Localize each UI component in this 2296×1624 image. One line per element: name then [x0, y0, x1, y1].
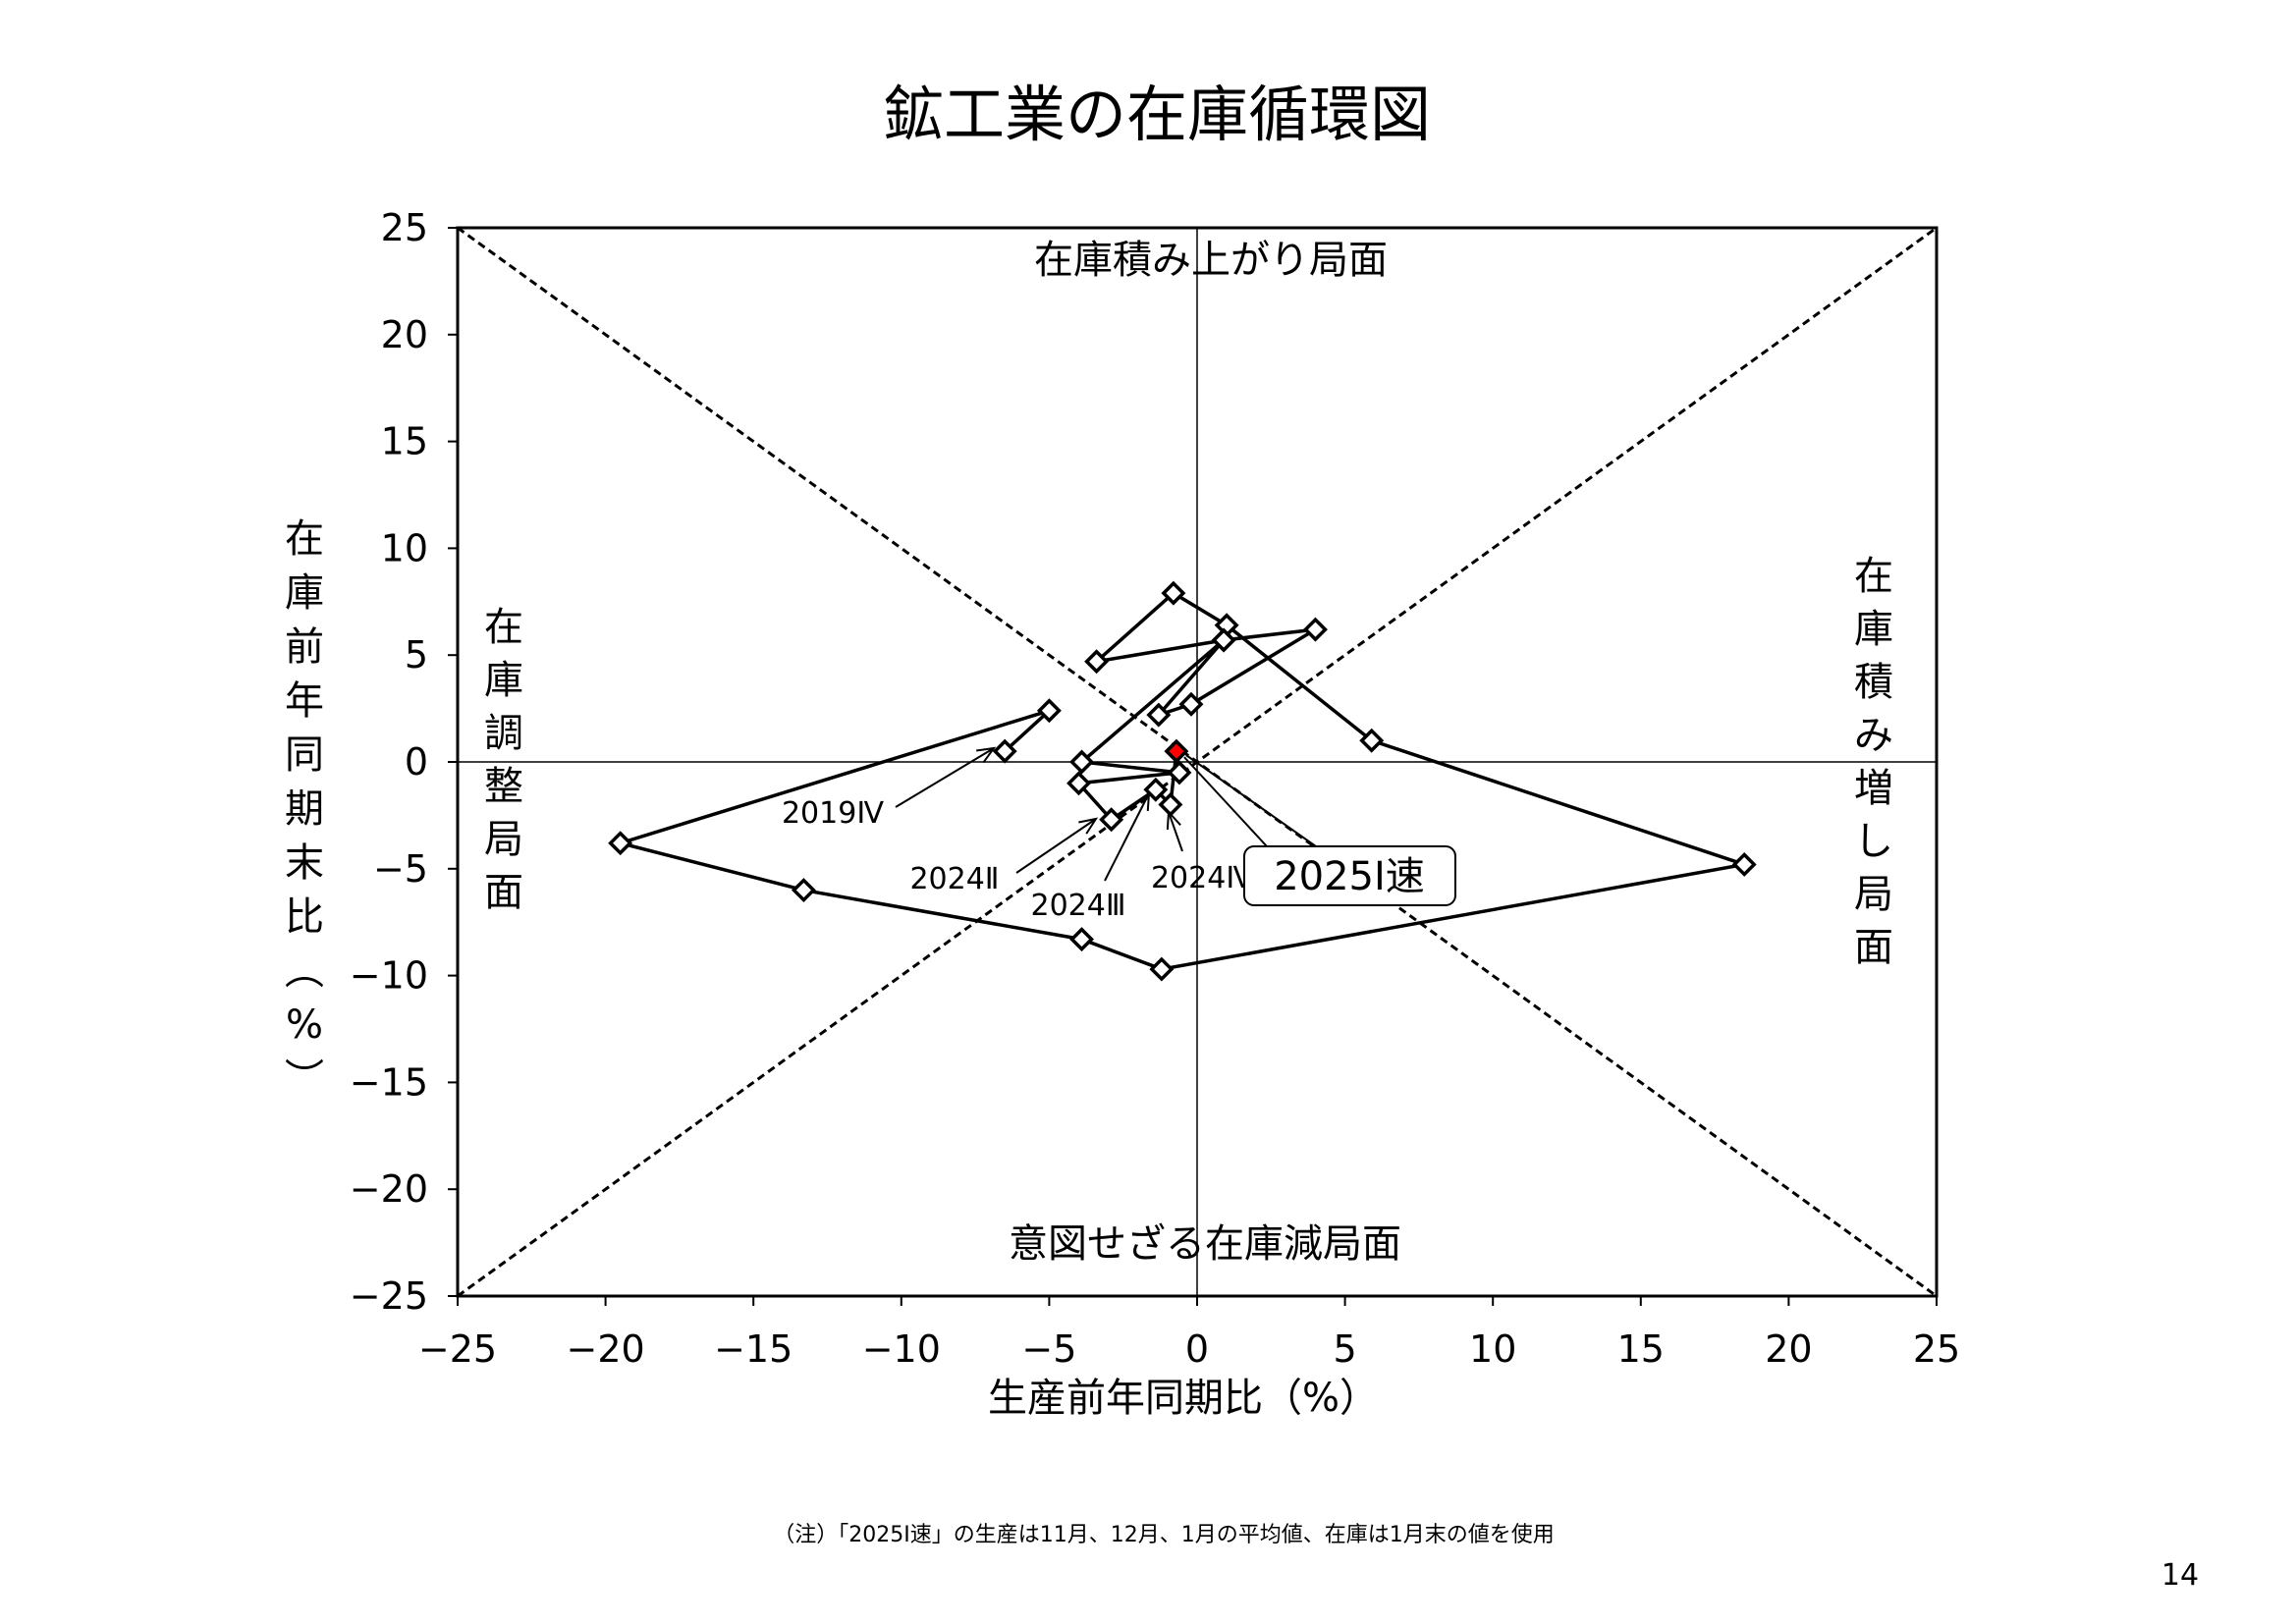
vertical-char: 庫 — [484, 658, 523, 703]
y-tick-label: 25 — [381, 206, 428, 249]
y-tick-label: 0 — [405, 740, 428, 784]
arrow-head — [1166, 809, 1181, 831]
data-point — [1066, 771, 1091, 796]
vertical-char: 増 — [1854, 766, 1893, 811]
x-tick-label: 15 — [1617, 1327, 1665, 1371]
vertical-char: 在 — [285, 516, 324, 562]
annotation-label: 2019Ⅳ — [782, 796, 884, 831]
data-point — [1161, 580, 1186, 606]
x-axis-title: 生産前年同期比（%） — [988, 1376, 1379, 1421]
data-point — [1211, 627, 1236, 653]
data-point — [1359, 728, 1385, 753]
data-point — [1069, 749, 1095, 775]
vertical-char: 前 — [285, 624, 324, 670]
arrow-head — [1134, 790, 1151, 812]
y-tick-label: −20 — [350, 1167, 428, 1211]
x-tick-label: 10 — [1469, 1327, 1516, 1371]
vertical-char: 庫 — [1854, 607, 1893, 652]
callout-box — [1243, 845, 1456, 906]
page-number: 14 — [2161, 1558, 2199, 1593]
vertical-char: み — [1854, 713, 1893, 758]
callout-pointer — [1183, 754, 1320, 847]
callout-label: 2025Ⅰ速 — [1274, 854, 1425, 899]
vertical-char: 在 — [484, 605, 523, 650]
vertical-char: 庫 — [285, 570, 324, 616]
vertical-char: 整 — [484, 764, 523, 809]
annotation-label: 2024Ⅲ — [1030, 889, 1125, 923]
data-point — [1036, 698, 1062, 724]
x-tick-label: 0 — [1185, 1327, 1209, 1371]
vertical-char: 局 — [1854, 872, 1893, 917]
data-point — [1084, 649, 1110, 675]
vertical-char: 面 — [1854, 925, 1893, 970]
x-tick-label: −10 — [862, 1327, 941, 1371]
data-point — [1099, 807, 1124, 833]
vertical-char: 調 — [484, 711, 523, 756]
vertical-char: 積 — [1854, 660, 1893, 705]
data-point — [1303, 617, 1328, 642]
data-point — [1178, 691, 1204, 717]
vertical-char: ︶ — [285, 1056, 324, 1102]
data-point — [1167, 760, 1192, 785]
arrow-head — [1078, 817, 1099, 835]
data-point — [1164, 738, 1189, 764]
y-tick-label: −15 — [350, 1060, 428, 1104]
annotation-arrow — [895, 747, 995, 808]
vertical-char: 面 — [484, 870, 523, 915]
y-tick-label: −25 — [350, 1274, 428, 1318]
vertical-char: 末 — [285, 840, 324, 886]
data-point — [992, 738, 1017, 764]
data-point — [1146, 702, 1172, 728]
vertical-char: % — [286, 1002, 323, 1048]
x-tick-label: −25 — [418, 1327, 497, 1371]
x-tick-label: −15 — [714, 1327, 793, 1371]
data-point — [791, 878, 816, 903]
chart-title: 鉱工業の在庫循環図 — [883, 79, 1431, 150]
vertical-char: 期 — [285, 786, 324, 832]
vertical-char: し — [1854, 819, 1893, 864]
x-tick-label: −5 — [1021, 1327, 1076, 1371]
annotation-arrow — [1015, 818, 1097, 874]
footnote: （注）「2025Ⅰ速」の生産は11月、12月、1月の平均値、在庫は1月末の値を使… — [773, 1523, 1554, 1547]
vertical-char: 同 — [285, 732, 324, 778]
vertical-char: 比 — [285, 894, 324, 940]
data-point — [1149, 956, 1175, 982]
annotation-label: 2024Ⅳ — [1151, 861, 1253, 895]
x-tick-label: −20 — [566, 1327, 644, 1371]
vertical-char: 年 — [285, 678, 324, 724]
vertical-char: ︵ — [285, 948, 324, 994]
quadrant-label-bottom: 意図せざる在庫減局面 — [1009, 1221, 1401, 1267]
x-tick-label: 20 — [1765, 1327, 1812, 1371]
annotation-arrow — [1104, 792, 1150, 882]
x-tick-label: 5 — [1334, 1327, 1357, 1371]
annotation-arrow — [1168, 811, 1183, 852]
y-tick-label: 15 — [381, 420, 428, 463]
y-tick-label: −5 — [373, 847, 428, 891]
annotation-label: 2024Ⅱ — [909, 862, 999, 896]
x-tick-label: 25 — [1913, 1327, 1960, 1371]
y-tick-label: 10 — [381, 526, 428, 569]
arrow-head — [976, 746, 997, 764]
data-point — [1731, 851, 1757, 877]
data-point — [1143, 777, 1169, 802]
vertical-char: 局 — [484, 817, 523, 862]
vertical-char: 在 — [1854, 554, 1893, 599]
y-tick-label: −10 — [350, 954, 428, 998]
data-point — [1069, 927, 1095, 952]
y-tick-label: 20 — [381, 313, 428, 356]
data-point — [608, 831, 633, 856]
quadrant-label-top: 在庫積み上がり局面 — [1034, 238, 1388, 283]
y-tick-label: 5 — [405, 633, 428, 677]
